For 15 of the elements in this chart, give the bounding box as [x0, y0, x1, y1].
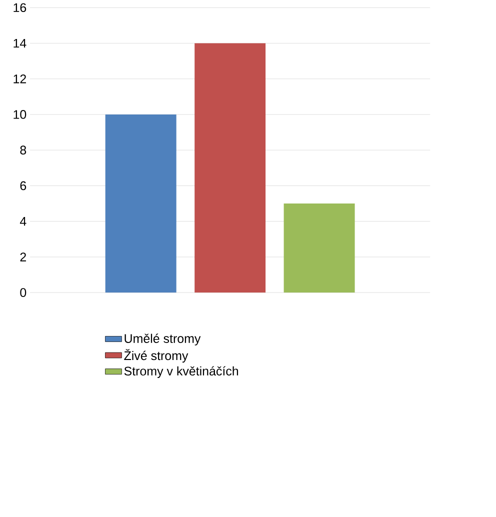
bar	[194, 43, 266, 293]
y-tick-label: 14	[14, 38, 26, 48]
y-tick-label: 0	[20, 288, 26, 297]
legend-label: Živé stromy	[124, 349, 188, 363]
bar	[284, 204, 355, 293]
y-tick-label: 2	[20, 252, 26, 262]
y-tick-label: 12	[14, 74, 26, 84]
legend-label: Stromy v květináčích	[124, 366, 238, 378]
bar	[105, 114, 176, 293]
y-tick-label: 6	[20, 181, 26, 190]
y-tick-label: 4	[20, 217, 26, 226]
legend-label: Umělé stromy	[124, 334, 201, 346]
y-tick-label: 16	[14, 3, 26, 12]
y-tick-label: 8	[20, 146, 26, 155]
y-tick-label: 10	[14, 110, 26, 119]
